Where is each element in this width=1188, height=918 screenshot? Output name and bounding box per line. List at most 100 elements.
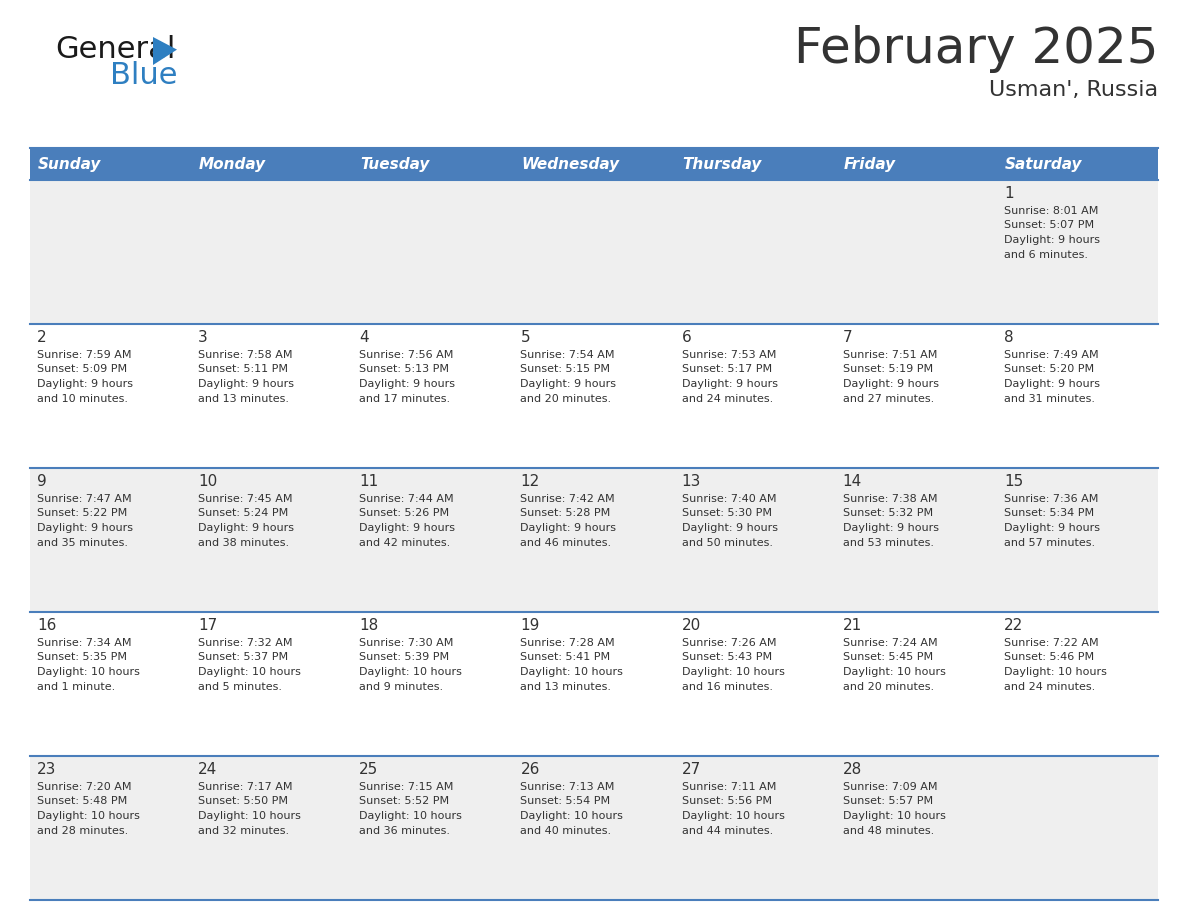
Text: Sunset: 5:57 PM: Sunset: 5:57 PM (842, 797, 933, 807)
Text: Sunrise: 7:53 AM: Sunrise: 7:53 AM (682, 350, 776, 360)
Text: 21: 21 (842, 618, 862, 633)
Text: General: General (55, 35, 176, 64)
Text: Daylight: 9 hours: Daylight: 9 hours (1004, 379, 1100, 389)
Text: Monday: Monday (200, 156, 266, 172)
Text: 26: 26 (520, 762, 539, 777)
Text: Sunrise: 7:09 AM: Sunrise: 7:09 AM (842, 782, 937, 792)
Text: and 16 minutes.: and 16 minutes. (682, 681, 772, 691)
Text: Sunset: 5:46 PM: Sunset: 5:46 PM (1004, 653, 1094, 663)
Text: and 13 minutes.: and 13 minutes. (198, 394, 289, 404)
Text: Daylight: 10 hours: Daylight: 10 hours (359, 667, 462, 677)
Text: Sunrise: 7:59 AM: Sunrise: 7:59 AM (37, 350, 132, 360)
Text: Sunrise: 7:13 AM: Sunrise: 7:13 AM (520, 782, 615, 792)
Text: 20: 20 (682, 618, 701, 633)
Text: Daylight: 9 hours: Daylight: 9 hours (520, 523, 617, 533)
Text: Daylight: 10 hours: Daylight: 10 hours (359, 811, 462, 821)
Text: Sunset: 5:41 PM: Sunset: 5:41 PM (520, 653, 611, 663)
Text: 24: 24 (198, 762, 217, 777)
Text: Sunrise: 7:47 AM: Sunrise: 7:47 AM (37, 494, 132, 504)
Text: and 27 minutes.: and 27 minutes. (842, 394, 934, 404)
Text: Sunrise: 7:32 AM: Sunrise: 7:32 AM (198, 638, 292, 648)
Text: 19: 19 (520, 618, 539, 633)
Text: 25: 25 (359, 762, 379, 777)
Text: Sunset: 5:37 PM: Sunset: 5:37 PM (198, 653, 289, 663)
Text: 15: 15 (1004, 474, 1023, 489)
Text: Sunset: 5:19 PM: Sunset: 5:19 PM (842, 364, 933, 375)
Text: Usman', Russia: Usman', Russia (988, 80, 1158, 100)
Bar (30, 612, 1158, 756)
Text: Friday: Friday (843, 156, 896, 172)
Text: Sunrise: 7:51 AM: Sunrise: 7:51 AM (842, 350, 937, 360)
Text: Sunset: 5:30 PM: Sunset: 5:30 PM (682, 509, 771, 519)
Text: Sunset: 5:28 PM: Sunset: 5:28 PM (520, 509, 611, 519)
Text: Sunset: 5:50 PM: Sunset: 5:50 PM (198, 797, 289, 807)
Text: and 36 minutes.: and 36 minutes. (359, 825, 450, 835)
Text: 14: 14 (842, 474, 862, 489)
Text: Thursday: Thursday (683, 156, 762, 172)
Text: Sunrise: 7:15 AM: Sunrise: 7:15 AM (359, 782, 454, 792)
Text: Sunset: 5:20 PM: Sunset: 5:20 PM (1004, 364, 1094, 375)
Text: Sunday: Sunday (38, 156, 101, 172)
Text: and 48 minutes.: and 48 minutes. (842, 825, 934, 835)
Text: Daylight: 10 hours: Daylight: 10 hours (37, 667, 140, 677)
Text: 9: 9 (37, 474, 46, 489)
Text: and 46 minutes.: and 46 minutes. (520, 538, 612, 547)
Text: and 5 minutes.: and 5 minutes. (198, 681, 282, 691)
Text: and 31 minutes.: and 31 minutes. (1004, 394, 1095, 404)
Text: 5: 5 (520, 330, 530, 345)
Text: Sunset: 5:26 PM: Sunset: 5:26 PM (359, 509, 449, 519)
Text: Daylight: 9 hours: Daylight: 9 hours (359, 379, 455, 389)
Text: 27: 27 (682, 762, 701, 777)
Text: and 42 minutes.: and 42 minutes. (359, 538, 450, 547)
Text: and 38 minutes.: and 38 minutes. (198, 538, 289, 547)
Text: Sunrise: 7:36 AM: Sunrise: 7:36 AM (1004, 494, 1098, 504)
Text: Sunrise: 7:40 AM: Sunrise: 7:40 AM (682, 494, 776, 504)
Text: and 28 minutes.: and 28 minutes. (37, 825, 128, 835)
Text: Sunrise: 7:30 AM: Sunrise: 7:30 AM (359, 638, 454, 648)
Text: Daylight: 9 hours: Daylight: 9 hours (682, 523, 778, 533)
Text: and 13 minutes.: and 13 minutes. (520, 681, 612, 691)
Polygon shape (153, 37, 177, 65)
Text: Sunrise: 7:34 AM: Sunrise: 7:34 AM (37, 638, 132, 648)
Text: 1: 1 (1004, 186, 1013, 201)
Text: Daylight: 10 hours: Daylight: 10 hours (37, 811, 140, 821)
Text: 18: 18 (359, 618, 379, 633)
Text: 4: 4 (359, 330, 369, 345)
Text: Sunset: 5:07 PM: Sunset: 5:07 PM (1004, 220, 1094, 230)
Text: Daylight: 10 hours: Daylight: 10 hours (682, 811, 784, 821)
Text: Wednesday: Wednesday (522, 156, 620, 172)
Text: 3: 3 (198, 330, 208, 345)
Text: Daylight: 9 hours: Daylight: 9 hours (1004, 523, 1100, 533)
Text: Daylight: 9 hours: Daylight: 9 hours (37, 379, 133, 389)
Text: and 9 minutes.: and 9 minutes. (359, 681, 443, 691)
Text: Sunset: 5:13 PM: Sunset: 5:13 PM (359, 364, 449, 375)
Text: Sunset: 5:56 PM: Sunset: 5:56 PM (682, 797, 771, 807)
Text: Sunset: 5:48 PM: Sunset: 5:48 PM (37, 797, 127, 807)
Text: Sunrise: 7:20 AM: Sunrise: 7:20 AM (37, 782, 132, 792)
Text: and 24 minutes.: and 24 minutes. (1004, 681, 1095, 691)
Text: Daylight: 9 hours: Daylight: 9 hours (198, 523, 295, 533)
Text: and 24 minutes.: and 24 minutes. (682, 394, 773, 404)
Text: 16: 16 (37, 618, 56, 633)
Text: Daylight: 9 hours: Daylight: 9 hours (359, 523, 455, 533)
Bar (30, 324, 1158, 468)
Text: Sunrise: 7:56 AM: Sunrise: 7:56 AM (359, 350, 454, 360)
Text: Sunset: 5:15 PM: Sunset: 5:15 PM (520, 364, 611, 375)
Text: Sunrise: 7:44 AM: Sunrise: 7:44 AM (359, 494, 454, 504)
Text: 6: 6 (682, 330, 691, 345)
Text: Daylight: 9 hours: Daylight: 9 hours (682, 379, 778, 389)
Text: Daylight: 10 hours: Daylight: 10 hours (198, 667, 301, 677)
Text: 10: 10 (198, 474, 217, 489)
Text: Sunrise: 7:28 AM: Sunrise: 7:28 AM (520, 638, 615, 648)
Text: Daylight: 9 hours: Daylight: 9 hours (520, 379, 617, 389)
Text: Sunrise: 7:22 AM: Sunrise: 7:22 AM (1004, 638, 1099, 648)
Text: Daylight: 10 hours: Daylight: 10 hours (682, 667, 784, 677)
Text: Sunrise: 7:49 AM: Sunrise: 7:49 AM (1004, 350, 1099, 360)
Text: 23: 23 (37, 762, 56, 777)
Text: Daylight: 9 hours: Daylight: 9 hours (842, 379, 939, 389)
Text: Sunset: 5:54 PM: Sunset: 5:54 PM (520, 797, 611, 807)
Text: 17: 17 (198, 618, 217, 633)
Text: Sunset: 5:17 PM: Sunset: 5:17 PM (682, 364, 772, 375)
Text: Daylight: 10 hours: Daylight: 10 hours (520, 811, 624, 821)
Text: 22: 22 (1004, 618, 1023, 633)
